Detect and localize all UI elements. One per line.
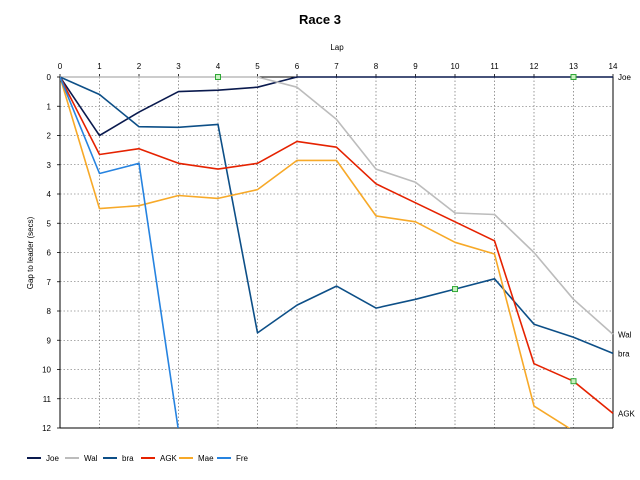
x-axis-label: Lap xyxy=(330,43,344,52)
end-label-joe: Joe xyxy=(618,73,631,82)
series-line-wal xyxy=(60,76,614,335)
series-line-mae xyxy=(60,76,571,428)
x-tick-label: 8 xyxy=(374,62,379,71)
y-tick-label: 3 xyxy=(47,161,52,170)
y-tick-label: 11 xyxy=(43,395,52,404)
x-tick-label: 12 xyxy=(530,62,539,71)
series-markers xyxy=(215,74,577,385)
x-tick-label: 5 xyxy=(255,62,260,71)
legend-label-agk: AGK xyxy=(160,454,178,463)
y-tick-label: 10 xyxy=(42,366,51,375)
y-tick-label: 8 xyxy=(47,307,52,316)
y-axis-label: Gap to leader (secs) xyxy=(26,216,35,289)
y-tick-label: 5 xyxy=(47,219,52,228)
x-tick-label: 3 xyxy=(176,62,181,71)
series-line-agk xyxy=(60,76,614,415)
x-tick-label: 10 xyxy=(451,62,460,71)
x-tick-label: 7 xyxy=(334,62,339,71)
x-tick-label: 14 xyxy=(609,62,618,71)
marker-joe xyxy=(570,74,577,80)
x-tick-label: 6 xyxy=(295,62,300,71)
legend: Joe Wal bra AGK Mae Fre xyxy=(27,454,249,463)
x-tick-label: 13 xyxy=(569,62,578,71)
x-tick-label: 9 xyxy=(413,62,418,71)
y-tick-label: 1 xyxy=(47,102,52,111)
legend-label-wal: Wal xyxy=(84,454,98,463)
x-tick-label: 0 xyxy=(58,62,63,71)
end-label-bra: bra xyxy=(618,349,630,358)
x-tick-labels: 0 1 2 3 4 5 6 7 8 9 10 11 12 13 14 xyxy=(58,62,618,71)
end-label-wal: Wal xyxy=(618,330,632,339)
y-tick-label: 6 xyxy=(47,249,52,258)
grid-lines xyxy=(60,77,613,428)
series-line-bra xyxy=(60,76,614,355)
legend-label-fre: Fre xyxy=(236,454,249,463)
y-tick-label: 9 xyxy=(47,336,52,345)
x-tick-label: 11 xyxy=(490,62,499,71)
legend-label-bra: bra xyxy=(122,454,134,463)
marker-bra xyxy=(452,286,458,293)
x-tick-label: 4 xyxy=(216,62,221,71)
marker-joe xyxy=(215,74,221,80)
end-label-agk: AGK xyxy=(618,409,636,418)
series-lines xyxy=(60,76,614,428)
legend-label-joe: Joe xyxy=(46,454,59,463)
marker-agk xyxy=(570,378,577,385)
y-tick-label: 0 xyxy=(47,73,52,82)
series-line-fre xyxy=(60,76,179,428)
series-end-labels: Joe Wal bra AGK xyxy=(618,73,636,418)
y-tick-label: 4 xyxy=(47,190,52,199)
y-tick-label: 7 xyxy=(47,278,52,287)
x-tick-label: 1 xyxy=(97,62,102,71)
series-line-joe xyxy=(60,76,613,137)
y-tick-label: 2 xyxy=(47,132,52,141)
y-tick-label: 12 xyxy=(42,424,51,433)
x-tick-label: 2 xyxy=(137,62,142,71)
chart-title: Race 3 xyxy=(299,12,341,27)
legend-label-mae: Mae xyxy=(198,454,214,463)
